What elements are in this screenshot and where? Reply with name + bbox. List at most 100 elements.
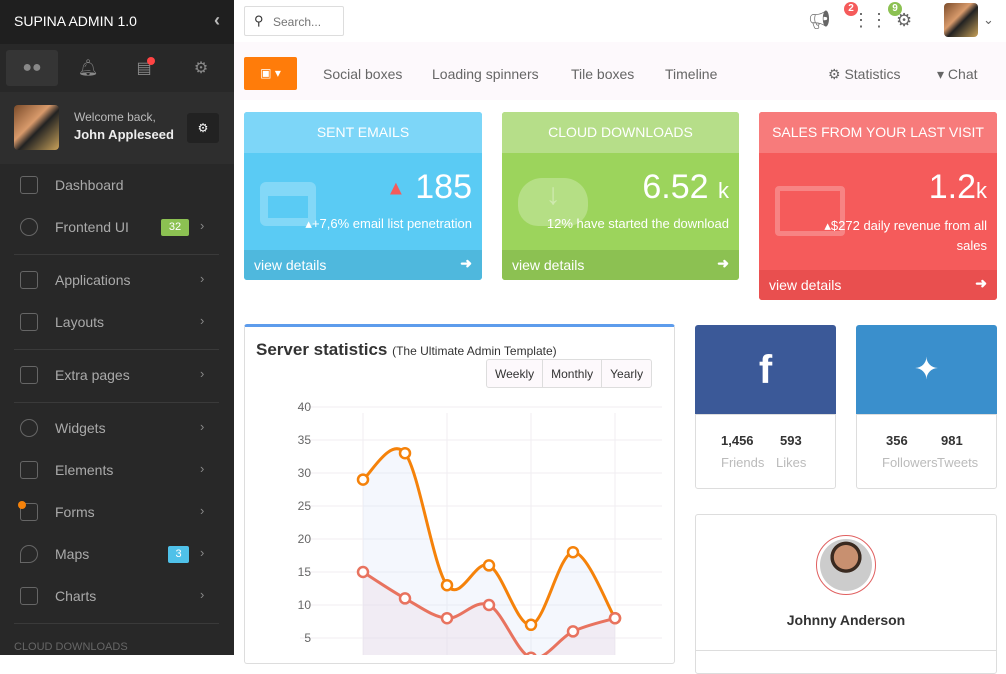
search-icon: ⚲ <box>254 13 264 28</box>
megaphone-icon: ▾ <box>937 66 945 82</box>
twitter-icon: ✦ <box>913 353 940 386</box>
sidebar-item-dashboard[interactable]: Dashboard <box>0 171 234 201</box>
sidebar-item-frontend-ui[interactable]: Frontend UI 32 › <box>0 213 234 243</box>
count-badge: 32 <box>161 219 189 236</box>
friends-count: 1,456 <box>721 433 754 448</box>
sidebar-item-charts[interactable]: Charts › <box>0 582 234 612</box>
y-tick-label: 35 <box>298 433 312 447</box>
sidebar-item-extra-pages[interactable]: Extra pages › <box>0 361 234 391</box>
sliders-icon <box>20 366 38 384</box>
users-icon: ●● <box>22 59 42 76</box>
tile-title: SENT EMAILS <box>244 112 482 153</box>
chevron-right-icon: › <box>200 313 205 328</box>
sidebar-item-widgets[interactable]: Widgets › <box>0 414 234 444</box>
sidebar-item-label: Forms <box>55 504 95 520</box>
data-point <box>566 545 580 559</box>
image-icon: ▣ ▾ <box>260 66 281 80</box>
data-point <box>482 559 496 572</box>
search-box[interactable]: ⚲ <box>244 6 344 36</box>
sidebar-item-label: Frontend UI <box>55 219 129 235</box>
tile-sales: SALES FROM YOUR LAST VISIT 1.2k ▴$272 da… <box>759 112 997 300</box>
form-icon <box>20 503 38 521</box>
link-social-boxes[interactable]: Social boxes <box>323 66 403 82</box>
sidebar-item-maps[interactable]: Maps 3 › <box>0 540 234 570</box>
bell-icon: 🔔︎ <box>77 60 99 77</box>
map-pin-icon <box>20 545 38 563</box>
data-point <box>525 651 537 655</box>
chevron-right-icon: › <box>200 545 205 560</box>
calendar-icon <box>20 587 38 605</box>
notifications-tab[interactable]: 🔔︎ <box>62 50 114 86</box>
users-tab[interactable]: ●● <box>6 50 58 86</box>
profile-avatar[interactable] <box>816 535 876 595</box>
monthly-button[interactable]: Monthly <box>543 360 603 387</box>
sliders-icon[interactable]: ⋮⋮ 2 <box>844 2 888 31</box>
arrow-right-icon: ➜ <box>460 255 472 271</box>
tile-subtext: ▴+7,6% email list penetration <box>305 216 472 231</box>
tile-value: 6.52 k <box>642 168 729 206</box>
store-icon <box>20 271 38 289</box>
link-chat[interactable]: ▾ Chat <box>937 66 978 83</box>
user-settings-button[interactable]: ⚙ <box>187 113 219 143</box>
user-menu-avatar[interactable] <box>944 3 978 37</box>
search-input[interactable] <box>273 15 343 29</box>
data-point <box>356 473 370 486</box>
megaphone-icon[interactable]: 📢︎ <box>808 10 831 30</box>
chevron-right-icon: › <box>200 587 205 602</box>
view-details-link[interactable]: view details ➜ <box>244 250 482 280</box>
user-name: John Appleseed <box>74 127 174 142</box>
yearly-button[interactable]: Yearly <box>610 367 644 381</box>
tile-cloud-downloads: CLOUD DOWNLOADS ↓ 6.52 k 12% have starte… <box>502 112 739 280</box>
data-point <box>608 611 622 625</box>
settings-icon[interactable]: ⚙ 9 <box>888 2 912 31</box>
link-loading-spinners[interactable]: Loading spinners <box>432 66 539 82</box>
likes-label: Likes <box>776 455 807 470</box>
tile-value: ▲ 185 <box>386 168 472 206</box>
sidebar-item-applications[interactable]: Applications › <box>0 266 234 296</box>
sidebar-item-elements[interactable]: Elements › <box>0 456 234 486</box>
facebook-header[interactable]: f <box>695 325 836 415</box>
period-toggle: Weekly Monthly Yearly <box>486 359 653 388</box>
link-statistics[interactable]: ⚙ Statistics <box>828 66 900 83</box>
gear-icon: ⚙ <box>197 121 209 135</box>
count-badge: 3 <box>168 546 189 563</box>
sidebar-item-label: Elements <box>55 462 114 478</box>
sub-navigation <box>234 42 1006 100</box>
tile-sent-emails: SENT EMAILS ▲ 185 ▴+7,6% email list pene… <box>244 112 482 280</box>
sidebar-item-label: Layouts <box>55 314 105 330</box>
chevron-right-icon: › <box>200 271 205 286</box>
image-dropdown-button[interactable]: ▣ ▾ <box>244 57 297 90</box>
sidebar-item-label: Dashboard <box>55 177 124 193</box>
y-tick-label: 30 <box>298 466 312 480</box>
friends-label: Friends <box>721 455 765 470</box>
likes-count: 593 <box>780 433 802 448</box>
twitter-header[interactable]: ✦ <box>856 325 997 415</box>
gears-icon: ⚙ <box>193 60 209 77</box>
sidebar-item-layouts[interactable]: Layouts › <box>0 308 234 338</box>
gears-icon: ⚙ <box>828 66 841 82</box>
view-details-label: view details <box>769 277 842 293</box>
view-details-link[interactable]: view details ➜ <box>759 270 997 300</box>
collapse-sidebar-icon[interactable]: ‹ <box>214 10 220 30</box>
sidebar: SUPINA ADMIN 1.0 ‹ ●● 🔔︎ ▤ ⚙ Welcome bac… <box>0 0 234 655</box>
view-details-link[interactable]: view details ➜ <box>502 250 739 280</box>
divider <box>14 623 219 624</box>
divider <box>14 402 219 403</box>
data-point <box>482 598 496 612</box>
link-timeline[interactable]: Timeline <box>665 66 718 82</box>
data-point <box>356 565 370 579</box>
sidebar-item-forms[interactable]: Forms › <box>0 498 234 528</box>
stats-tab[interactable]: ▤ <box>118 50 170 86</box>
divider <box>14 254 219 255</box>
tile-subtext: 12% have started the download <box>546 216 729 231</box>
chevron-down-icon[interactable]: ⌄ <box>983 12 994 27</box>
link-tile-boxes[interactable]: Tile boxes <box>571 66 635 82</box>
weekly-button[interactable]: Weekly <box>487 360 544 387</box>
settings-tab[interactable]: ⚙ <box>175 50 227 86</box>
tile-title: CLOUD DOWNLOADS <box>502 112 739 153</box>
user-avatar[interactable] <box>14 105 59 150</box>
view-details-label: view details <box>254 257 327 273</box>
monitor-icon <box>20 313 38 331</box>
cloud-icon <box>20 218 38 236</box>
sidebar-item-label: Applications <box>55 272 131 288</box>
